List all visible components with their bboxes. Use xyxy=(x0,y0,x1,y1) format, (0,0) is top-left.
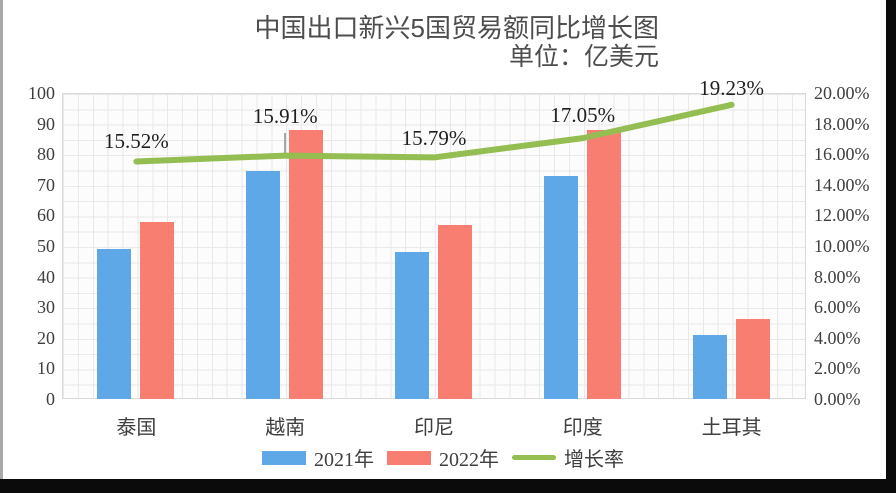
growth-rate-line xyxy=(133,101,735,165)
y-axis-tick: 60 xyxy=(37,205,55,226)
data-label-越南: 15.91% xyxy=(252,104,318,128)
legend-item-增长率: 增长率 xyxy=(512,443,624,472)
bar-2021年-土耳其 xyxy=(692,334,727,399)
chart-canvas: 中国出口新兴5国贸易额同比增长图 单位：亿美元 100 90 80 70 60 50 40 3… xyxy=(0,13,886,472)
data-label-泰国: 15.52% xyxy=(104,129,169,153)
bar-2021年-印尼 xyxy=(395,252,429,399)
growth-line-path xyxy=(133,101,735,165)
legend-item-2022年: 2022年 xyxy=(387,443,499,472)
category-label-土耳其: 土耳其 xyxy=(701,417,762,439)
bar-2022年-印尼 xyxy=(438,224,472,399)
secondary-axis-tick: 2.00% xyxy=(814,358,861,379)
secondary-axis-tick: 10.00% xyxy=(814,236,870,256)
secondary-axis-tick: 14.00% xyxy=(814,174,870,195)
secondary-axis-tick: 6.00% xyxy=(814,297,861,318)
y-axis-tick: 30 xyxy=(37,297,55,318)
legend-item-2021年: 2021年 xyxy=(262,443,374,472)
bar-2021年-印度 xyxy=(543,175,578,399)
category-label-印度: 印度 xyxy=(562,417,603,439)
secondary-axis-tick: 8.00% xyxy=(814,266,861,287)
bar-2022年-印度 xyxy=(586,129,621,399)
bar-2021年-泰国 xyxy=(97,249,132,399)
window-shadow-bottom xyxy=(0,479,896,493)
legend: 2021年 2022年 增长率 xyxy=(0,443,886,472)
data-label-印尼: 15.79% xyxy=(401,126,467,150)
secondary-axis-tick: 18.00% xyxy=(814,113,870,134)
chart-title-block: 中国出口新兴5国贸易额同比增长图 单位：亿美元 xyxy=(0,13,659,71)
bar-2022年-土耳其 xyxy=(735,319,770,399)
category-label-印尼: 印尼 xyxy=(414,417,454,439)
bar-2021年-越南 xyxy=(246,171,281,399)
y-axis-tick: 90 xyxy=(37,113,55,134)
bar-2022年-泰国 xyxy=(140,221,175,399)
category-label-泰国: 泰国 xyxy=(116,417,157,439)
y-axis-tick: 10 xyxy=(37,358,55,379)
category-label-越南: 越南 xyxy=(265,417,306,439)
data-label-印度: 17.05% xyxy=(550,103,616,127)
y-axis-tick: 0 xyxy=(46,389,55,409)
y-axis-tick: 80 xyxy=(37,144,55,165)
legend-swatch-line xyxy=(512,455,556,460)
secondary-axis-tick: 0.00% xyxy=(814,389,861,409)
secondary-axis-tick: 20.00% xyxy=(814,83,870,103)
y-axis-tick: 20 xyxy=(37,327,55,348)
plot-area xyxy=(62,93,806,399)
legend-swatch-bar xyxy=(262,450,306,465)
y-axis-tick: 100 xyxy=(28,83,55,103)
secondary-axis-tick: 4.00% xyxy=(814,327,861,348)
window-shadow-right xyxy=(886,0,896,493)
legend-label: 2022年 xyxy=(439,449,499,471)
chart-subtitle: 单位：亿美元 xyxy=(508,43,659,71)
legend-swatch-bar xyxy=(387,450,431,465)
secondary-axis-tick: 12.00% xyxy=(814,205,870,226)
y-axis-tick: 70 xyxy=(37,174,55,195)
label-leader-line xyxy=(283,133,286,154)
data-label-土耳其: 19.23% xyxy=(699,76,764,100)
legend-label: 2021年 xyxy=(314,449,374,471)
y-axis-tick: 50 xyxy=(37,236,55,256)
secondary-axis-tick: 16.00% xyxy=(814,144,870,165)
y-axis-tick: 40 xyxy=(37,266,55,287)
bar-2022年-越南 xyxy=(289,129,324,399)
chart-title: 中国出口新兴5国贸易额同比增长图 xyxy=(254,13,659,43)
window-edge-left xyxy=(0,0,3,479)
legend-label: 增长率 xyxy=(564,449,624,471)
